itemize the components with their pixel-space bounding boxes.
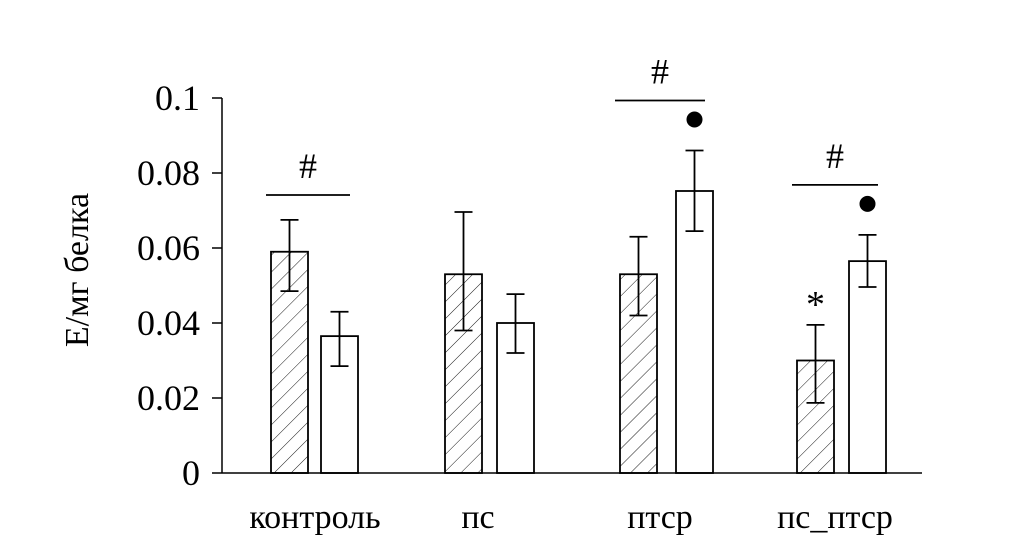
x-tick-label: пс — [461, 499, 494, 536]
x-tick-label: пс_птср — [777, 499, 893, 536]
y-tick-label: 0.1 — [155, 78, 200, 118]
x-tick-label: птср — [627, 499, 693, 536]
x-tick-label: контроль — [249, 499, 380, 536]
comparison-hash: # — [651, 52, 669, 92]
y-tick-label: 0.08 — [137, 153, 200, 193]
significance-dot — [686, 111, 703, 128]
y-tick-label: 0 — [182, 453, 200, 493]
bar-open — [848, 260, 887, 474]
y-tick-label: 0.06 — [137, 228, 200, 268]
significance-dot — [859, 195, 876, 212]
y-tick-label: 0.04 — [137, 303, 200, 343]
significance-asterisk: * — [806, 284, 825, 326]
y-axis-label: Е/мг белка — [59, 193, 96, 347]
y-tick-label: 0.02 — [137, 378, 200, 418]
comparison-hash: # — [826, 136, 844, 176]
bar-open — [675, 190, 714, 474]
comparison-hash: # — [299, 146, 317, 186]
